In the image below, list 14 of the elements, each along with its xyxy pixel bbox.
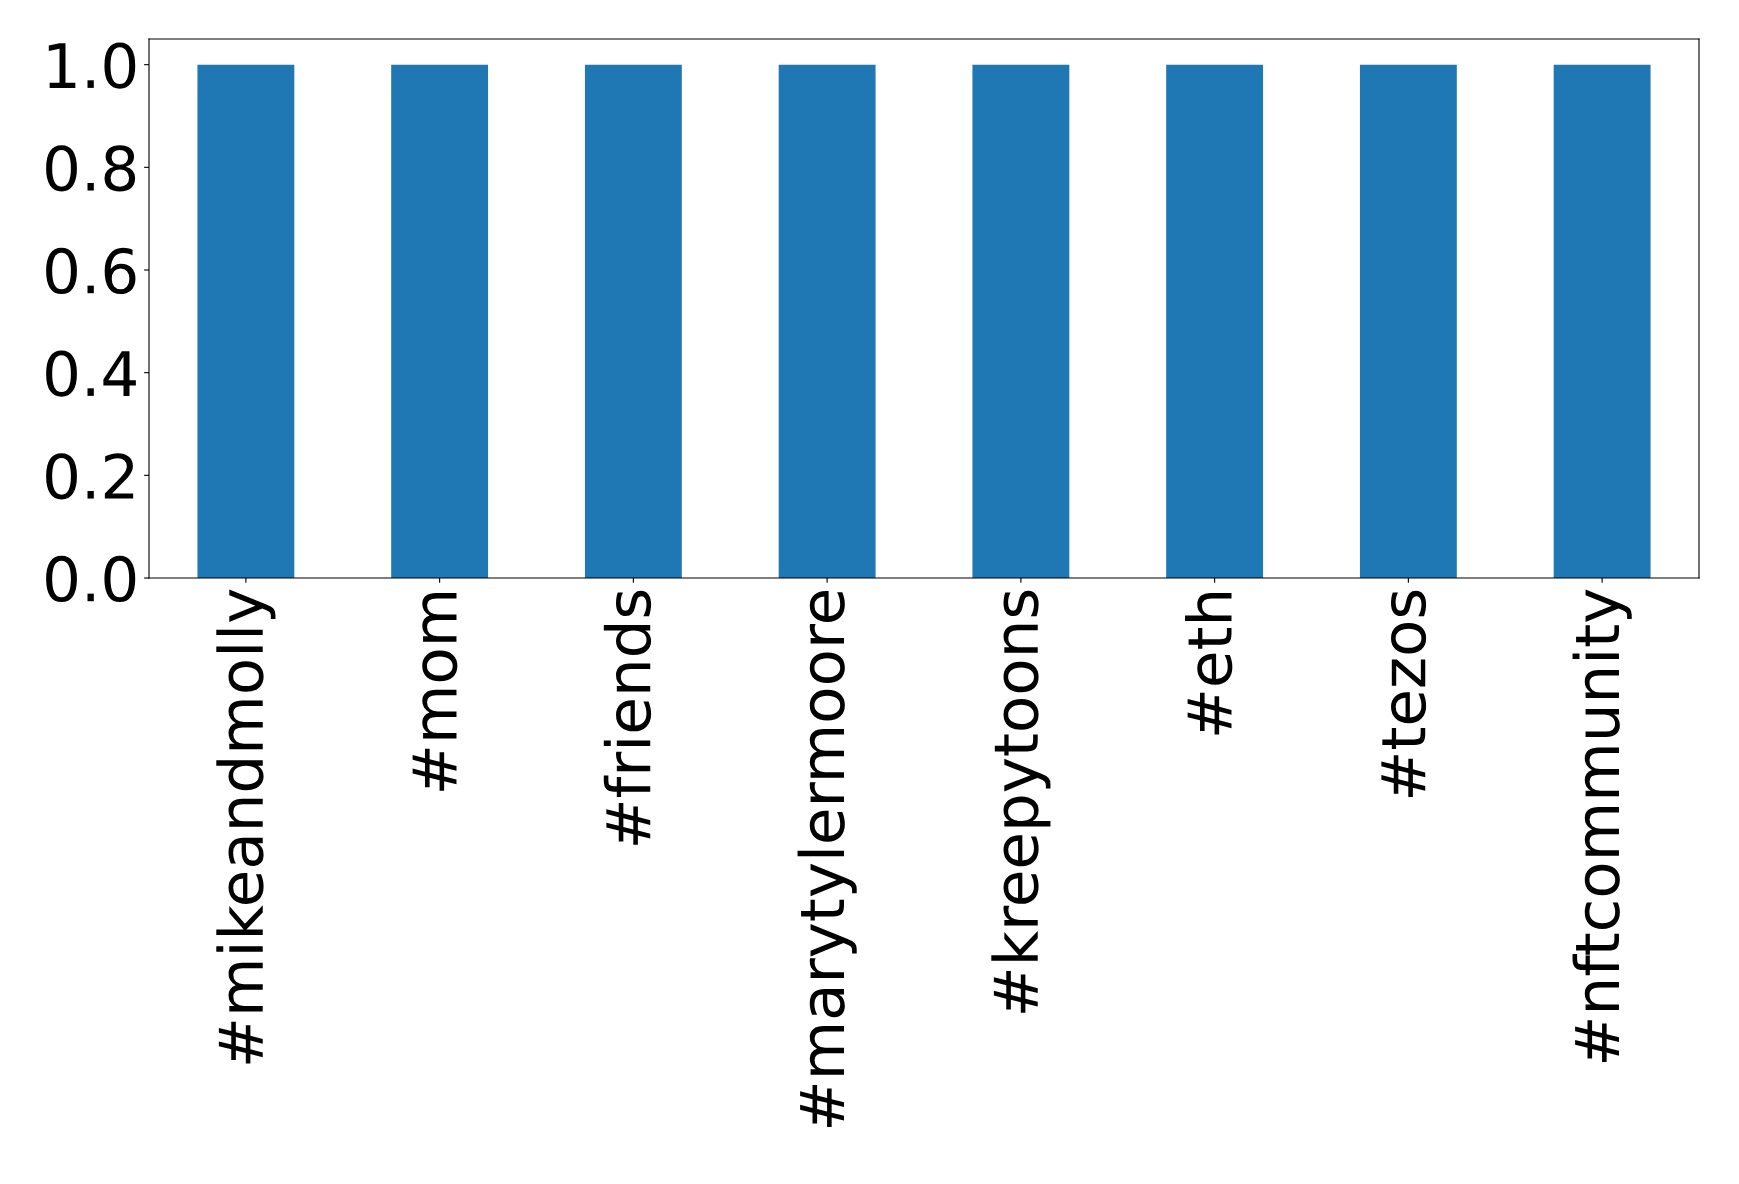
x-tick-label: #nftcommunity (1572, 589, 1632, 1062)
y-tick-label: 0.0 (46, 555, 136, 603)
y-tick-label: 1.0 (48, 42, 136, 89)
x-tick-label: #tezos (1381, 590, 1427, 798)
x-tick-label: #kreepytoons (991, 590, 1051, 1013)
x-tick-label: #mom (412, 592, 458, 791)
y-tick-label: 0.6 (46, 247, 136, 295)
y-tick-label: 0.8 (46, 145, 136, 192)
x-tick-label: #mikeandmolly (216, 589, 276, 1064)
x-tick-label: #marytylermoore (797, 590, 857, 1127)
y-tick-label: 0.2 (46, 453, 134, 500)
x-tick-label: #friends (603, 590, 652, 845)
x-tick-label: #eth (1185, 592, 1233, 735)
y-tick-label: 0.4 (46, 350, 136, 397)
